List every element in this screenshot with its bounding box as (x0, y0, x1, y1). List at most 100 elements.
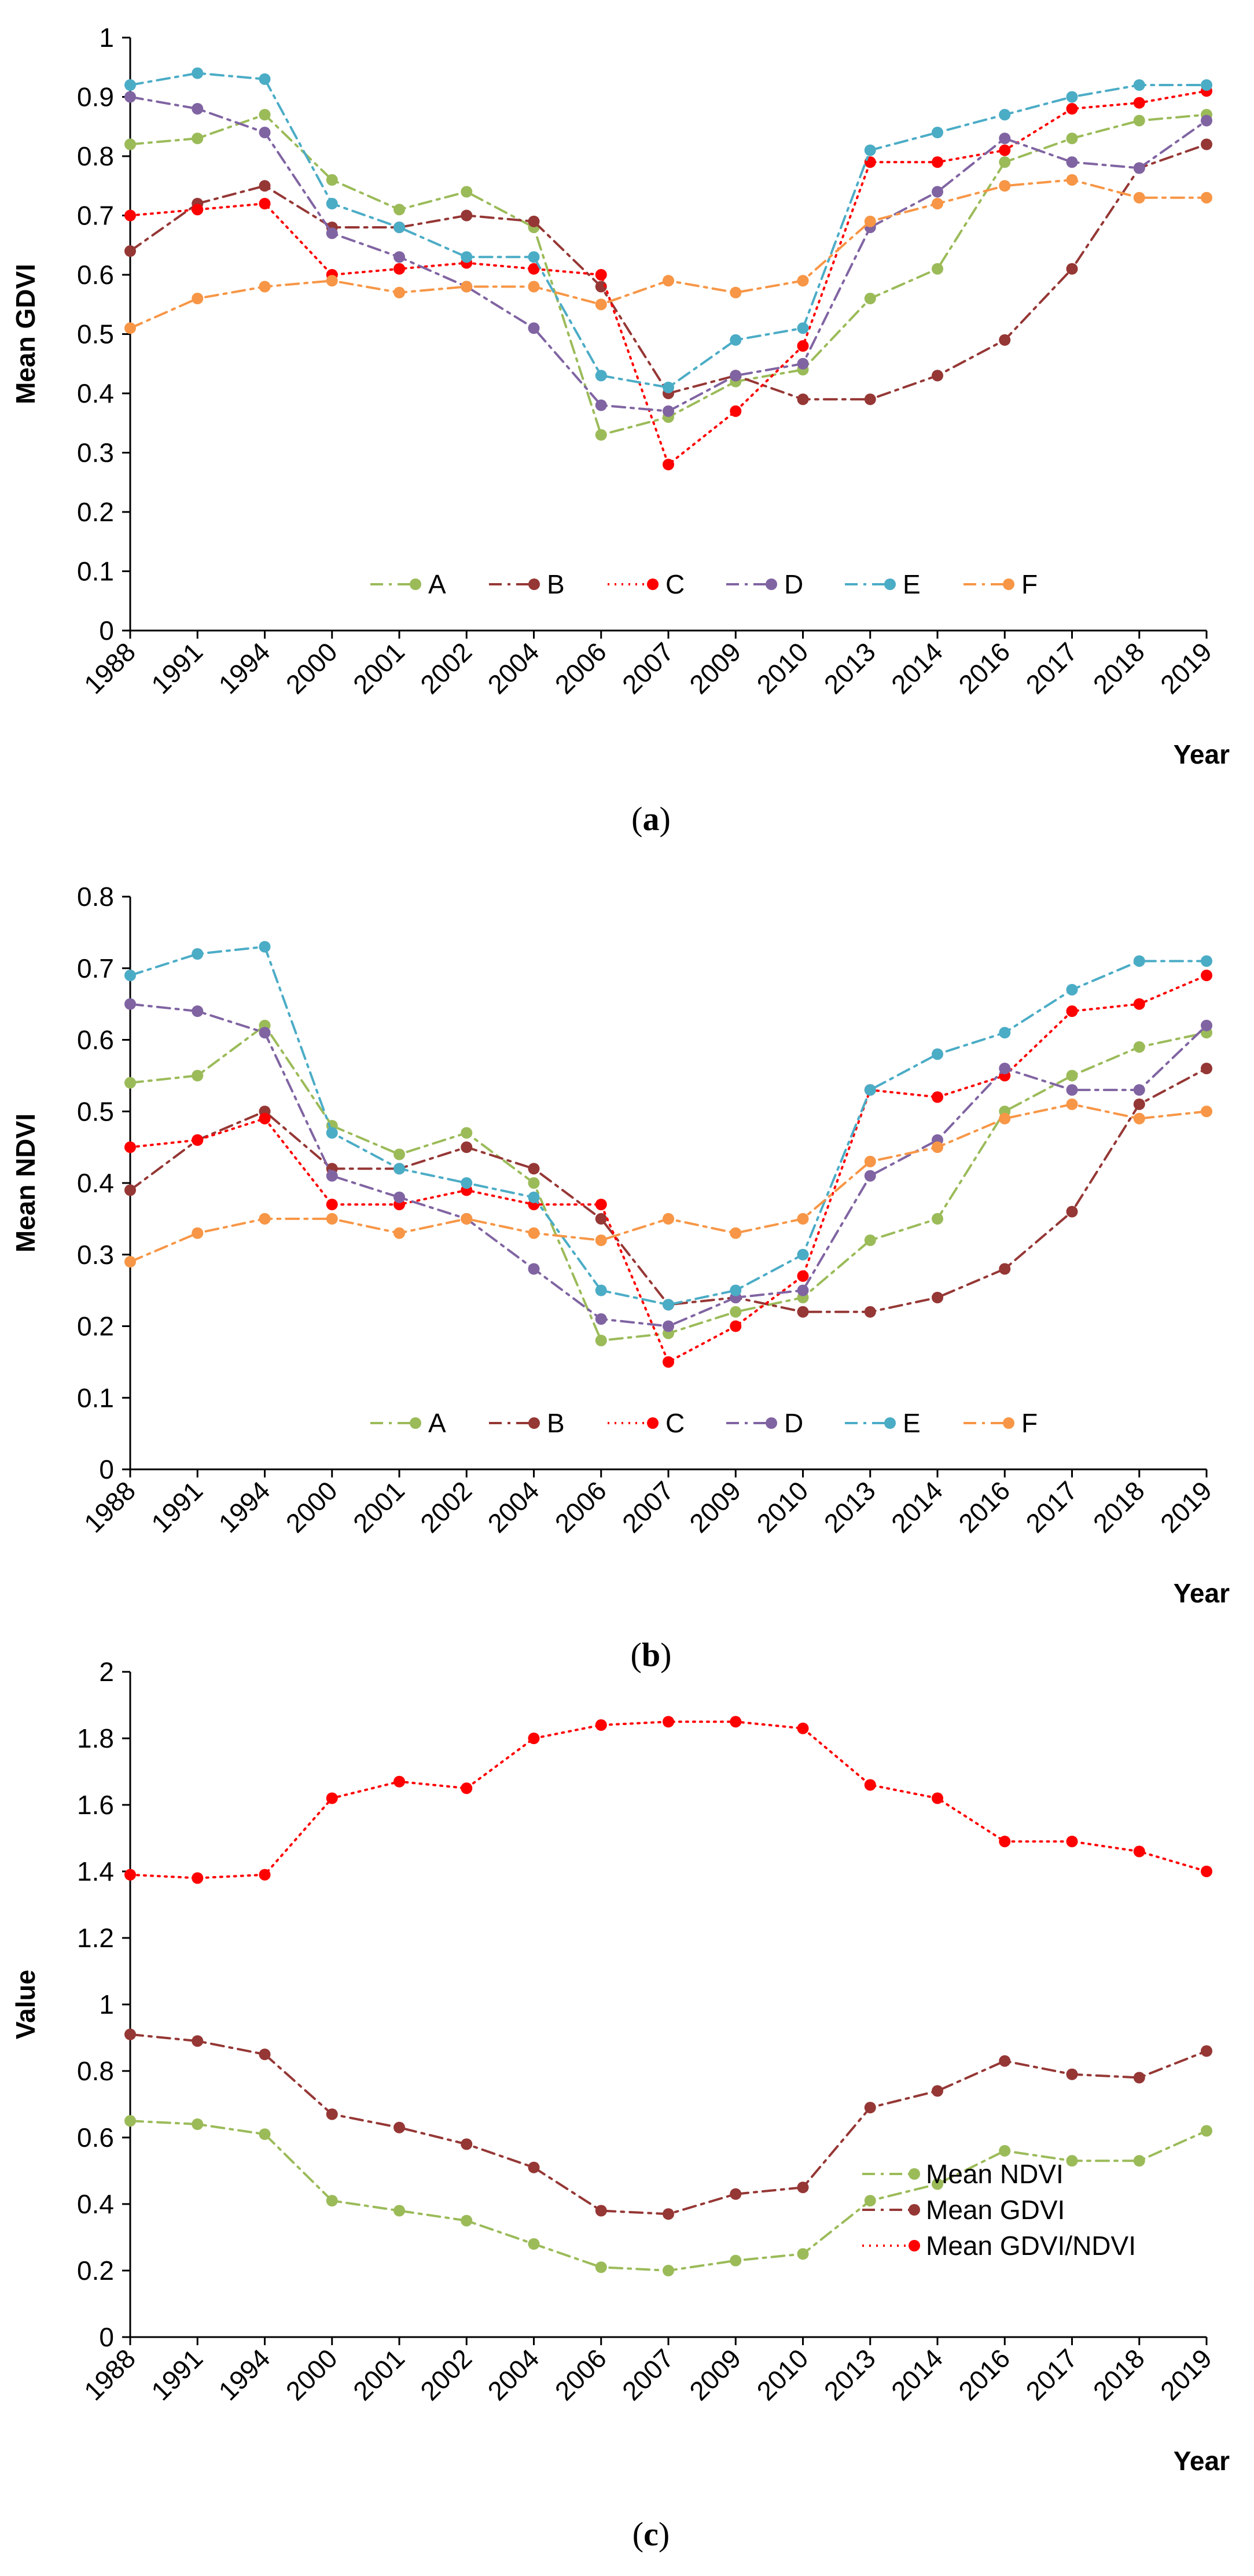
data-point (595, 298, 607, 311)
legend-marker (884, 1417, 896, 1429)
series-line (129, 72, 1208, 389)
data-point (528, 281, 540, 293)
data-point (192, 1227, 204, 1239)
data-point (124, 91, 136, 103)
data-point (864, 393, 876, 406)
y-axis-title: Mean NDVI (10, 1114, 41, 1252)
legend-label: Mean GDVI (926, 2195, 1065, 2225)
data-point (461, 209, 473, 222)
legend-item: Mean GDVI (862, 2195, 1065, 2225)
data-point (192, 1134, 204, 1146)
data-point (999, 156, 1011, 168)
x-tick-label: 1994 (212, 636, 275, 699)
legend-label: A (428, 569, 446, 599)
legend-item: F (964, 1408, 1038, 1438)
x-tick-label: 2014 (885, 1475, 948, 1538)
data-point (394, 1148, 405, 1160)
series-d (124, 91, 1212, 417)
y-tick-label: 0.1 (77, 557, 114, 587)
data-point (864, 215, 876, 227)
series-e (124, 941, 1212, 1311)
data-point (932, 186, 943, 198)
data-point (1133, 1041, 1145, 1053)
panel-caption: (b) (631, 1636, 672, 1674)
data-point (326, 2195, 338, 2207)
data-point (394, 1775, 405, 1788)
data-point (864, 2102, 876, 2114)
data-point (124, 245, 136, 257)
data-point (394, 2121, 405, 2133)
data-point (595, 1199, 607, 1211)
data-point (124, 2028, 136, 2040)
data-point (124, 138, 136, 150)
legend-item: B (489, 1408, 565, 1438)
data-point (595, 1335, 607, 1347)
data-point (797, 1306, 809, 1318)
data-point (1066, 1836, 1078, 1848)
x-tick-label: 2018 (1087, 636, 1150, 699)
data-point (1066, 91, 1078, 103)
x-tick-label: 2000 (280, 1475, 343, 1538)
data-point (1201, 1019, 1212, 1031)
data-point (999, 1263, 1011, 1275)
data-point (999, 1063, 1011, 1074)
data-point (730, 334, 742, 346)
legend-item: C (608, 569, 685, 599)
data-point (797, 1270, 809, 1282)
data-point (192, 132, 204, 145)
data-point (192, 204, 204, 216)
data-point (1133, 162, 1145, 174)
data-point (730, 405, 742, 417)
data-point (528, 251, 540, 263)
data-point (730, 1306, 742, 1318)
series-mean-gdvi-ndvi (124, 1716, 1212, 1884)
data-point (1201, 970, 1212, 982)
data-point (1201, 2045, 1212, 2057)
legend-label: F (1021, 1408, 1038, 1438)
data-point (326, 227, 338, 239)
x-tick-label: 1991 (145, 2343, 208, 2406)
x-tick-label: 2016 (953, 1475, 1016, 1538)
data-point (663, 459, 674, 470)
data-point (124, 998, 136, 1010)
data-point (730, 1716, 742, 1728)
data-point (1133, 998, 1145, 1010)
data-point (124, 1869, 136, 1881)
legend-marker (1003, 1417, 1014, 1429)
x-tick-label: 2001 (347, 2343, 410, 2406)
data-point (528, 1163, 540, 1175)
legend-label: E (903, 1408, 921, 1438)
x-tick-label: 2013 (818, 636, 881, 699)
x-tick-label: 1988 (78, 1475, 141, 1538)
data-point (864, 1170, 876, 1182)
data-point (259, 1869, 271, 1881)
y-axis-title: Mean GDVI (10, 264, 41, 404)
legend-marker (909, 2240, 920, 2251)
x-tick-label: 2014 (885, 636, 948, 699)
data-point (461, 186, 473, 198)
data-point (595, 2261, 607, 2273)
legend-item: E (845, 1408, 921, 1438)
data-point (259, 198, 271, 209)
data-point (461, 1177, 473, 1189)
data-point (259, 180, 271, 192)
x-tick-label: 2007 (616, 2343, 679, 2406)
data-point (1066, 263, 1078, 275)
y-tick-label: 0.2 (77, 497, 114, 527)
data-point (864, 144, 876, 156)
data-point (1066, 156, 1078, 168)
x-tick-label: 2018 (1087, 1475, 1150, 1538)
x-tick-label: 2006 (549, 2343, 612, 2406)
y-tick-label: 1.8 (77, 1723, 114, 1753)
y-tick-label: 0 (99, 616, 114, 646)
y-tick-label: 0.2 (77, 1311, 114, 1342)
y-tick-label: 1 (99, 1989, 114, 2019)
data-point (192, 948, 204, 960)
x-tick-label: 2007 (616, 636, 679, 699)
data-point (394, 204, 405, 216)
data-point (192, 67, 204, 79)
legend-label: B (547, 569, 565, 599)
data-point (528, 263, 540, 275)
data-point (1066, 174, 1078, 186)
